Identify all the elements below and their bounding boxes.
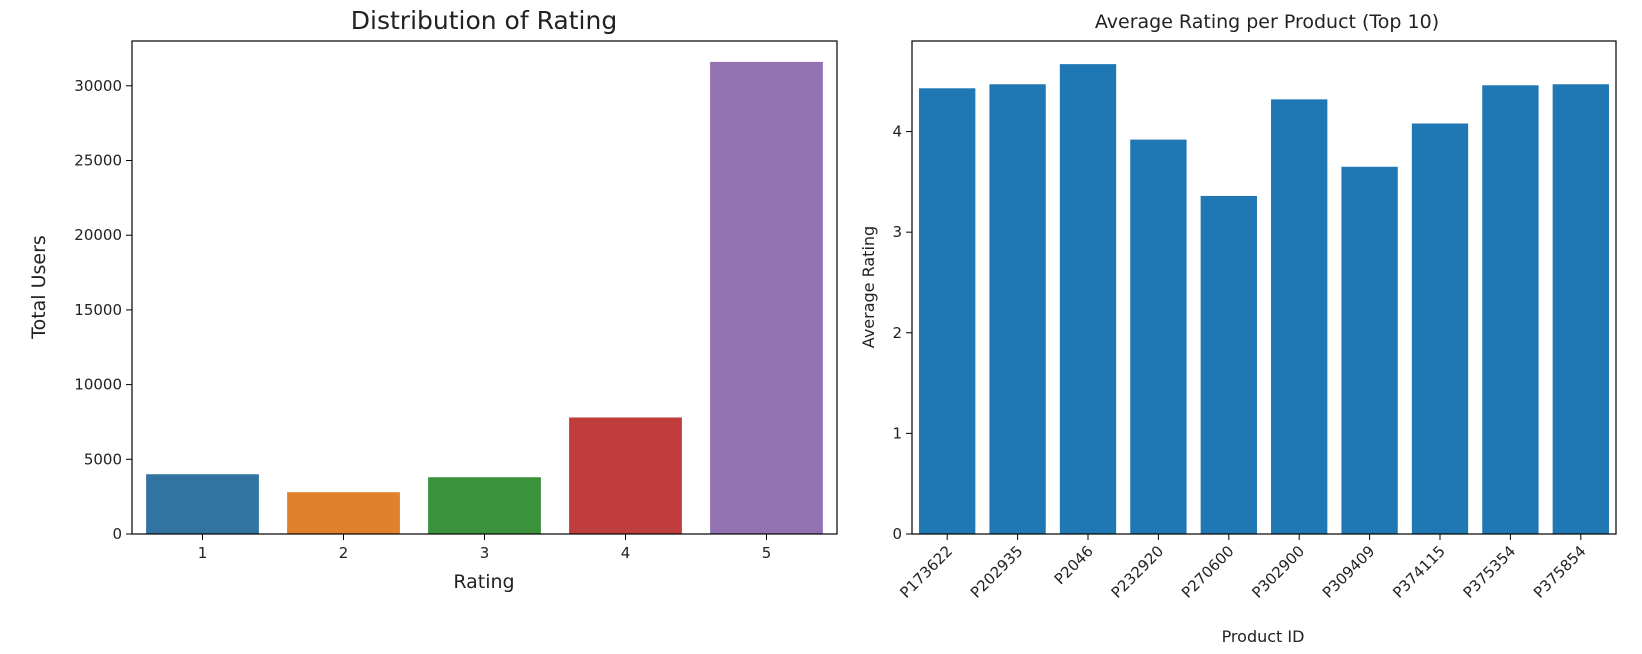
rating-distribution-chart: Distribution of Rating Rating Total User… bbox=[28, 6, 838, 593]
bar-P309409 bbox=[1341, 166, 1398, 534]
y-tick-label: 5000 bbox=[84, 450, 122, 468]
x-tick-label: 1 bbox=[198, 544, 208, 562]
bar-3 bbox=[428, 477, 541, 534]
y-tick-label: 10000 bbox=[74, 376, 122, 394]
y-tick-label: 25000 bbox=[74, 152, 122, 170]
x-tick-label: 4 bbox=[621, 544, 631, 562]
y-axis-label: Total Users bbox=[28, 235, 50, 340]
y-tick-label: 3 bbox=[892, 223, 902, 241]
bars bbox=[919, 64, 1609, 535]
y-tick-label: 2 bbox=[892, 324, 902, 342]
y-ticks: 0 1 2 3 4 bbox=[892, 123, 912, 543]
axes-frame bbox=[911, 40, 1617, 535]
x-axis-label: Rating bbox=[453, 571, 514, 593]
bar-2 bbox=[287, 492, 400, 534]
chart-title: Distribution of Rating bbox=[351, 6, 617, 35]
x-tick-label: P374115 bbox=[1389, 542, 1449, 602]
x-tick-label: P375354 bbox=[1460, 542, 1520, 602]
x-tick-label: 3 bbox=[480, 544, 490, 562]
bar-P202935 bbox=[989, 84, 1046, 534]
bar-P232920 bbox=[1130, 139, 1187, 534]
average-rating-chart: Average Rating per Product (Top 10) Prod… bbox=[859, 11, 1617, 646]
y-ticks: 0 5000 10000 15000 20000 25000 30000 bbox=[74, 77, 132, 543]
x-tick-label: 2 bbox=[339, 544, 349, 562]
axes-frame bbox=[131, 40, 838, 535]
x-axis-label: Product ID bbox=[1222, 627, 1305, 646]
chart-title: Average Rating per Product (Top 10) bbox=[1095, 11, 1439, 33]
y-tick-label: 0 bbox=[112, 525, 122, 543]
x-tick-label: P375854 bbox=[1530, 542, 1590, 602]
x-tick-label: P302900 bbox=[1248, 542, 1308, 602]
bar-P2046 bbox=[1059, 64, 1117, 535]
bar-P173622 bbox=[919, 88, 976, 535]
y-tick-label: 15000 bbox=[74, 301, 122, 319]
bars bbox=[146, 61, 823, 534]
bar-P375354 bbox=[1482, 85, 1539, 535]
y-tick-label: 20000 bbox=[74, 226, 122, 244]
x-tick-label: P232920 bbox=[1108, 542, 1168, 602]
bar-4 bbox=[569, 417, 682, 534]
x-tick-label: P202935 bbox=[967, 542, 1027, 602]
bar-P375854 bbox=[1552, 84, 1609, 534]
bar-P374115 bbox=[1411, 123, 1469, 534]
x-tick-label: 5 bbox=[762, 544, 772, 562]
x-ticks: P173622 P202935 P2046 P232920 P270600 P302900… bbox=[896, 534, 1590, 602]
y-tick-label: 0 bbox=[892, 525, 902, 543]
bar-5 bbox=[710, 61, 823, 534]
bar-1 bbox=[146, 474, 259, 534]
y-tick-label: 4 bbox=[892, 123, 902, 141]
x-tick-label: P309409 bbox=[1319, 542, 1379, 602]
y-axis-label: Average Rating bbox=[859, 226, 878, 348]
x-tick-label: P173622 bbox=[896, 542, 956, 602]
y-tick-label: 30000 bbox=[74, 77, 122, 95]
bar-P270600 bbox=[1200, 195, 1257, 534]
y-tick-label: 1 bbox=[892, 424, 902, 442]
x-tick-label: P2046 bbox=[1051, 542, 1097, 588]
x-ticks: 1 2 3 4 5 bbox=[198, 534, 772, 562]
x-tick-label: P270600 bbox=[1178, 542, 1238, 602]
bar-P302900 bbox=[1271, 99, 1328, 534]
